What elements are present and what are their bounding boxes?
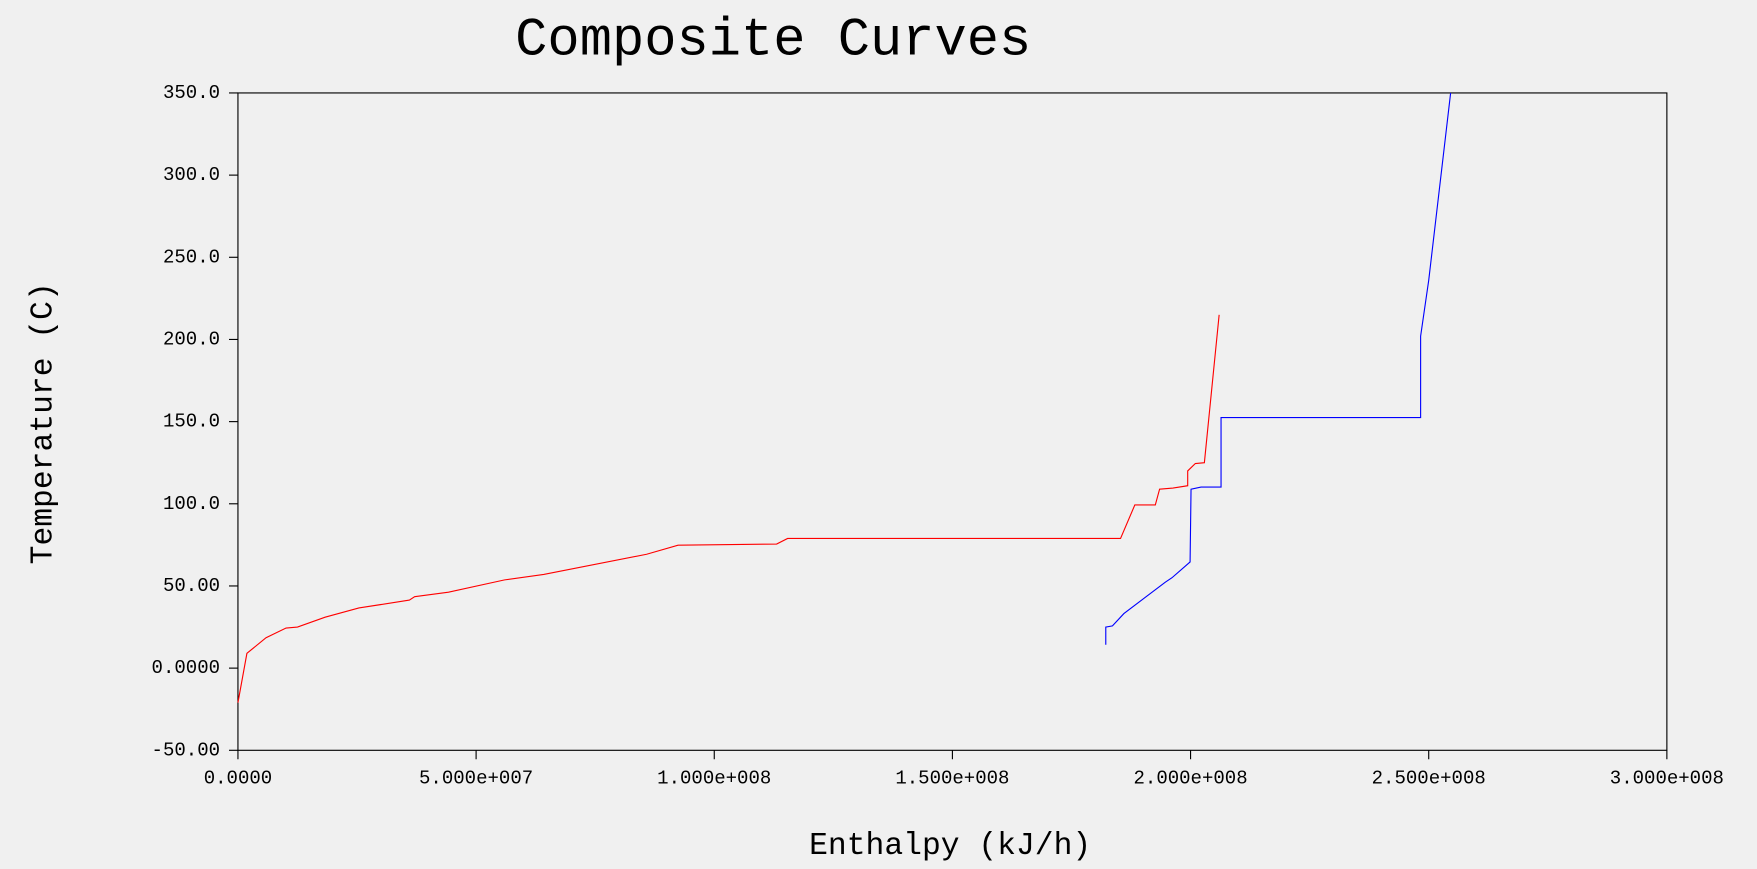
y-tick-label: 150.0 xyxy=(163,411,220,433)
plot-frame xyxy=(237,92,1668,751)
curve xyxy=(237,314,1220,703)
x-tick-label: 2.500e+008 xyxy=(1372,767,1486,789)
chart-title: Composite Curves xyxy=(515,11,1031,72)
x-axis-label: Enthalpy (kJ/h) xyxy=(809,829,1091,864)
x-tick-label: 1.500e+008 xyxy=(895,767,1009,789)
y-tick-label: 50.00 xyxy=(163,575,220,597)
y-tick-label: 0.0000 xyxy=(152,657,220,679)
x-tick-label: 5.000e+007 xyxy=(419,767,533,789)
y-tick-label: 300.0 xyxy=(163,164,220,186)
y-tick-label: 100.0 xyxy=(163,493,220,515)
x-tick-label: 3.000e+008 xyxy=(1610,767,1724,789)
y-tick-label: 250.0 xyxy=(163,246,220,268)
x-tick-label: 1.000e+008 xyxy=(657,767,771,789)
x-tick-label: 2.000e+008 xyxy=(1134,767,1248,789)
y-tick-label: 200.0 xyxy=(163,328,220,350)
curve xyxy=(1105,92,1452,645)
y-tick-label: 350.0 xyxy=(163,82,220,104)
y-tick-label: -50.00 xyxy=(152,739,220,761)
y-axis-label: Temperature (C) xyxy=(26,282,61,564)
x-tick-label: 0.0000 xyxy=(204,767,272,789)
